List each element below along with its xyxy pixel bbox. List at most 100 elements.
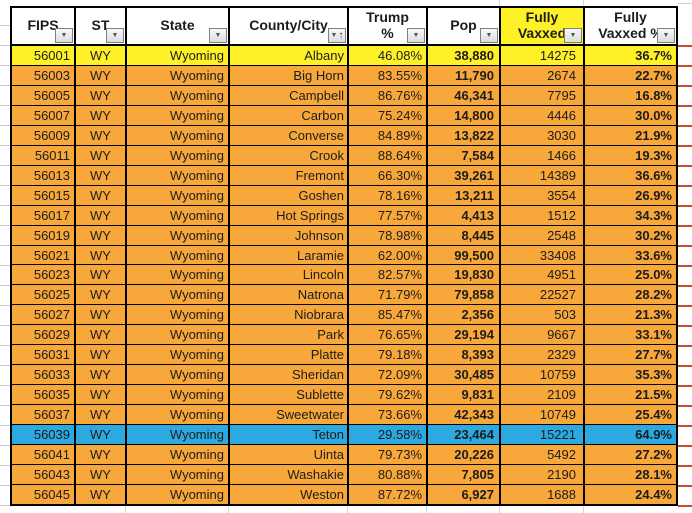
cell-fully-vaxxed[interactable]: 14389 — [501, 165, 585, 185]
cell-county-city[interactable]: Niobrara — [230, 305, 349, 325]
cell-fips[interactable]: 56041 — [12, 445, 76, 465]
cell-fully-vaxxed[interactable]: 33408 — [501, 245, 585, 265]
cell-fully-vaxxed[interactable]: 10749 — [501, 405, 585, 425]
cell-fully-vaxxed-pct[interactable]: 24.4% — [635, 486, 672, 502]
cell-pop[interactable]: 46,341 — [428, 85, 501, 105]
cell-fully-vaxxed[interactable]: 7795 — [501, 85, 585, 105]
cell-trump-pct[interactable]: 75.24% — [349, 105, 428, 125]
cell-trump-pct[interactable]: 73.66% — [349, 405, 428, 425]
cell-county-city[interactable]: Washakie — [230, 465, 349, 484]
cell-fully-vaxxed[interactable]: 5492 — [501, 445, 585, 465]
cell-st[interactable]: WY — [76, 105, 127, 125]
cell-trump-pct[interactable]: 76.65% — [349, 325, 428, 345]
cell-county-city[interactable]: Sweetwater — [230, 405, 349, 425]
cell-fips[interactable]: 56007 — [12, 105, 76, 125]
cell-st[interactable]: WY — [76, 325, 127, 345]
cell-state[interactable]: Wyoming — [127, 425, 230, 445]
cell-trump-pct[interactable]: 82.57% — [349, 265, 428, 285]
cell-fips[interactable]: 56027 — [12, 305, 76, 325]
cell-trump-pct[interactable]: 77.57% — [349, 205, 428, 225]
cell-pop[interactable]: 4,413 — [428, 205, 501, 225]
cell-fully-vaxxed[interactable]: 4951 — [501, 265, 585, 285]
cell-fips[interactable]: 56021 — [12, 245, 76, 265]
cell-fips[interactable]: 56037 — [12, 405, 76, 425]
cell-fully-vaxxed[interactable]: 503 — [501, 305, 585, 325]
cell-pop[interactable]: 39,261 — [428, 165, 501, 185]
cell-pop[interactable]: 13,211 — [428, 185, 501, 205]
cell-state[interactable]: Wyoming — [127, 305, 230, 325]
cell-state[interactable]: Wyoming — [127, 265, 230, 285]
cell-fully-vaxxed-pct[interactable]: 21.3% — [635, 307, 672, 323]
cell-st[interactable]: WY — [76, 445, 127, 465]
cell-state[interactable]: Wyoming — [127, 405, 230, 425]
cell-fips[interactable]: 56011 — [12, 145, 76, 165]
cell-trump-pct[interactable]: 79.18% — [349, 345, 428, 365]
cell-pop[interactable]: 38,880 — [428, 46, 501, 65]
cell-county-city[interactable]: Park — [230, 325, 349, 345]
cell-trump-pct[interactable]: 84.89% — [349, 125, 428, 145]
cell-county-city[interactable]: Platte — [230, 345, 349, 365]
cell-fully-vaxxed[interactable]: 9667 — [501, 325, 585, 345]
cell-fips[interactable]: 56023 — [12, 265, 76, 285]
cell-trump-pct[interactable]: 79.73% — [349, 445, 428, 465]
cell-county-city[interactable]: Carbon — [230, 105, 349, 125]
cell-fully-vaxxed-pct[interactable]: 19.3% — [635, 147, 672, 163]
cell-county-city[interactable]: Sublette — [230, 385, 349, 405]
cell-county-city[interactable]: Uinta — [230, 445, 349, 465]
cell-state[interactable]: Wyoming — [127, 365, 230, 385]
cell-fips[interactable]: 56025 — [12, 285, 76, 305]
cell-trump-pct[interactable]: 79.62% — [349, 385, 428, 405]
cell-fully-vaxxed-pct[interactable]: 36.7% — [635, 47, 672, 63]
cell-state[interactable]: Wyoming — [127, 165, 230, 185]
cell-county-city[interactable]: Laramie — [230, 245, 349, 265]
cell-trump-pct[interactable]: 88.64% — [349, 145, 428, 165]
cell-trump-pct[interactable]: 80.88% — [349, 465, 428, 484]
cell-fully-vaxxed[interactable]: 1466 — [501, 145, 585, 165]
cell-fips[interactable]: 56001 — [12, 46, 76, 65]
cell-st[interactable]: WY — [76, 165, 127, 185]
cell-county-city[interactable]: Goshen — [230, 185, 349, 205]
cell-trump-pct[interactable]: 85.47% — [349, 305, 428, 325]
cell-state[interactable]: Wyoming — [127, 345, 230, 365]
cell-st[interactable]: WY — [76, 125, 127, 145]
cell-st[interactable]: WY — [76, 345, 127, 365]
cell-fully-vaxxed[interactable]: 1688 — [501, 484, 585, 504]
cell-st[interactable]: WY — [76, 85, 127, 105]
cell-pop[interactable]: 7,584 — [428, 145, 501, 165]
cell-county-city[interactable]: Weston — [230, 484, 349, 504]
cell-trump-pct[interactable]: 86.76% — [349, 85, 428, 105]
cell-fully-vaxxed-pct[interactable]: 36.6% — [635, 167, 672, 183]
cell-fully-vaxxed[interactable]: 4446 — [501, 105, 585, 125]
cell-fips[interactable]: 56031 — [12, 345, 76, 365]
cell-state[interactable]: Wyoming — [127, 245, 230, 265]
cell-trump-pct[interactable]: 72.09% — [349, 365, 428, 385]
cell-st[interactable]: WY — [76, 465, 127, 484]
cell-fully-vaxxed[interactable]: 2548 — [501, 225, 585, 245]
cell-fully-vaxxed-pct[interactable]: 28.2% — [635, 287, 672, 303]
cell-fips[interactable]: 56005 — [12, 85, 76, 105]
filter-button[interactable]: ▼ — [657, 28, 675, 43]
cell-fully-vaxxed[interactable]: 2674 — [501, 65, 585, 85]
cell-county-city[interactable]: Converse — [230, 125, 349, 145]
cell-fully-vaxxed[interactable]: 2329 — [501, 345, 585, 365]
cell-fully-vaxxed-pct[interactable]: 28.1% — [635, 466, 672, 482]
cell-st[interactable]: WY — [76, 145, 127, 165]
cell-fips[interactable]: 56009 — [12, 125, 76, 145]
cell-state[interactable]: Wyoming — [127, 385, 230, 405]
cell-fully-vaxxed-pct[interactable]: 33.1% — [635, 327, 672, 343]
filter-button[interactable]: ▼ — [480, 28, 498, 43]
cell-fully-vaxxed-pct[interactable]: 64.9% — [635, 427, 672, 443]
cell-state[interactable]: Wyoming — [127, 225, 230, 245]
cell-fully-vaxxed[interactable]: 3554 — [501, 185, 585, 205]
cell-st[interactable]: WY — [76, 385, 127, 405]
cell-pop[interactable]: 23,464 — [428, 425, 501, 445]
column-header-county-city[interactable]: County/City ▼ ↑ — [230, 8, 349, 44]
cell-fully-vaxxed-pct[interactable]: 30.0% — [635, 107, 672, 123]
cell-fips[interactable]: 56045 — [12, 484, 76, 504]
cell-pop[interactable]: 42,343 — [428, 405, 501, 425]
cell-county-city[interactable]: Natrona — [230, 285, 349, 305]
cell-pop[interactable]: 29,194 — [428, 325, 501, 345]
cell-fully-vaxxed[interactable]: 22527 — [501, 285, 585, 305]
cell-st[interactable]: WY — [76, 245, 127, 265]
cell-state[interactable]: Wyoming — [127, 465, 230, 484]
